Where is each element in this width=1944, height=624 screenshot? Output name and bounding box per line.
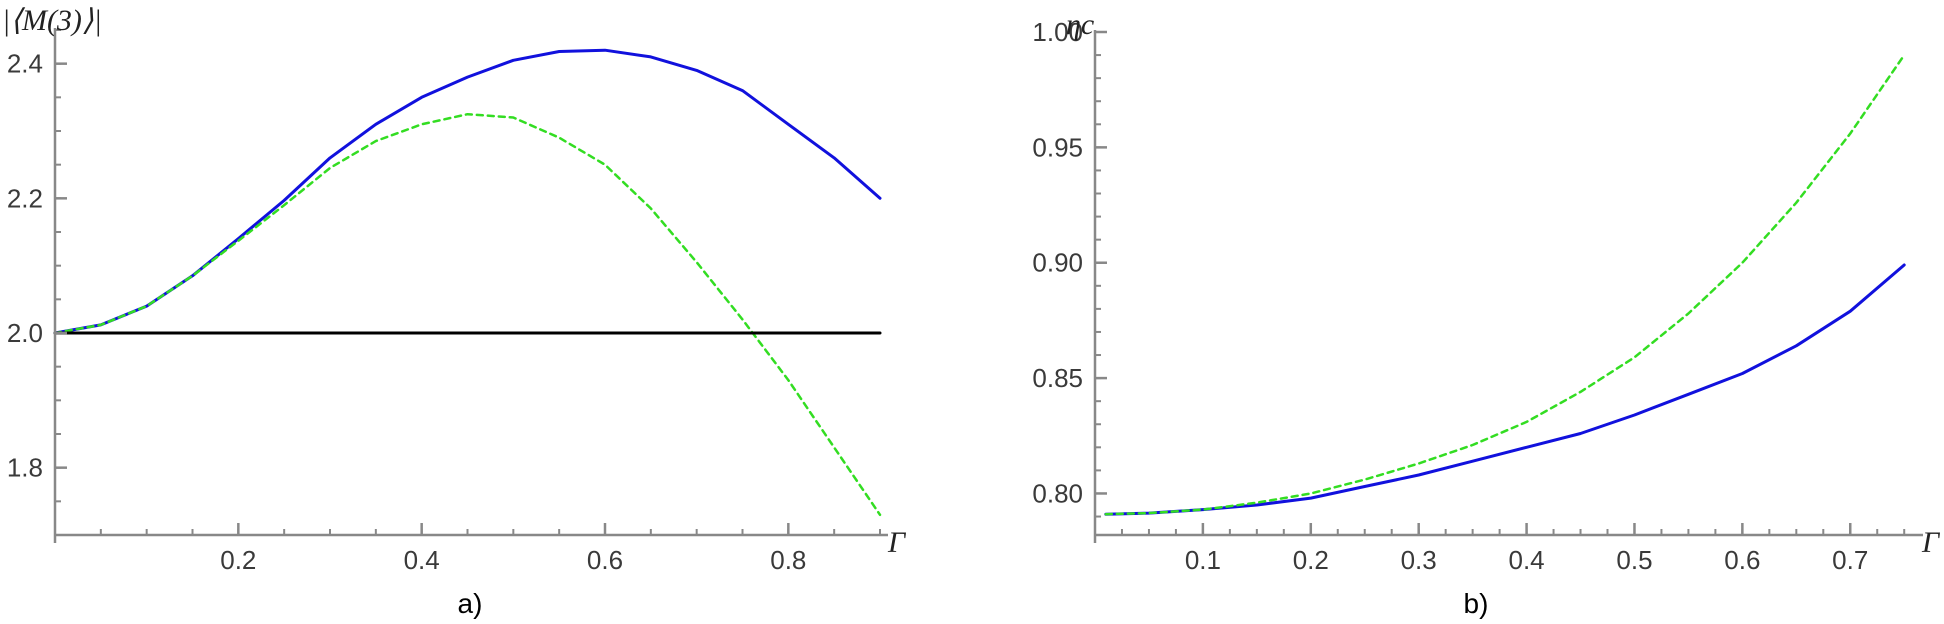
panel-b-y-axis-title: ηc (1066, 8, 1094, 41)
y-tick-label: 1.8 (7, 453, 43, 483)
x-tick-label: 0.3 (1401, 545, 1437, 575)
y-tick-label: 0.95 (1032, 132, 1083, 162)
series-line-2 (1104, 53, 1906, 516)
panel-a: 0.2 0.4 0.6 0.8 1.8 2.0 2.2 2.4 |⟨M(3)⟩| Γ a) (2, 4, 907, 619)
series-line-2 (53, 112, 882, 517)
y-tick-label: 2.4 (7, 49, 43, 79)
panel-a-axes: 0.2 0.4 0.6 0.8 1.8 2.0 2.2 2.4 (7, 28, 888, 575)
x-tick-label: 0.4 (1509, 545, 1545, 575)
panel-b-series (1104, 53, 1906, 516)
panel-b-label: b) (1464, 588, 1489, 619)
x-tick-label: 0.6 (587, 545, 623, 575)
panel-a-series (53, 48, 882, 517)
x-tick-label: 0.7 (1832, 545, 1868, 575)
x-tick-label: 0.8 (770, 545, 806, 575)
y-tick-label: 2.0 (7, 318, 43, 348)
y-tick-label: 0.90 (1032, 248, 1083, 278)
panel-a-x-axis-title: Γ (887, 526, 907, 559)
x-tick-label: 0.5 (1616, 545, 1652, 575)
panel-b: 0.1 0.2 0.3 0.4 0.5 0.6 0.7 0.80 0.85 0.90 0.95 1.0… (1032, 8, 1941, 619)
panel-b-axes: 0.1 0.2 0.3 0.4 0.5 0.6 0.7 0.80 0.85 0.90 0.95 1.0… (1032, 17, 1923, 575)
y-tick-label: 0.85 (1032, 363, 1083, 393)
panel-b-x-axis-title: Γ (1921, 526, 1941, 559)
y-tick-label: 1.00 (1032, 17, 1083, 47)
x-tick-label: 0.6 (1724, 545, 1760, 575)
x-tick-label: 0.2 (1293, 545, 1329, 575)
panel-a-label: a) (458, 588, 483, 619)
panel-a-y-axis-title: |⟨M(3)⟩| (2, 4, 102, 37)
x-tick-label: 0.2 (220, 545, 256, 575)
x-tick-label: 0.1 (1185, 545, 1221, 575)
x-tick-label: 0.4 (404, 545, 440, 575)
y-tick-label: 0.80 (1032, 478, 1083, 508)
series-line-1 (1104, 263, 1906, 516)
y-tick-label: 2.2 (7, 183, 43, 213)
series-line-1 (53, 48, 882, 335)
